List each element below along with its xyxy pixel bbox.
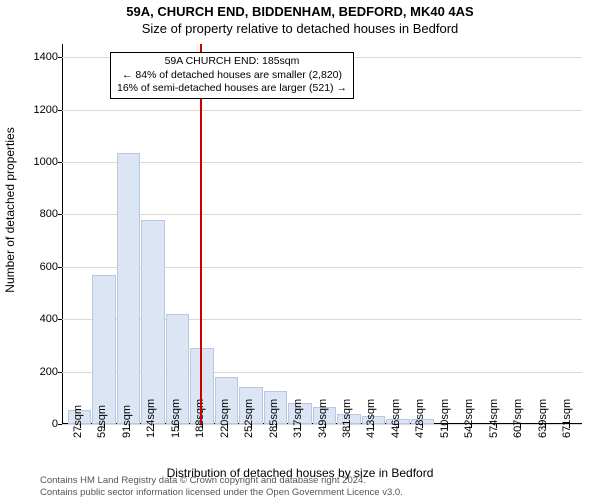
copyright-text: Contains HM Land Registry data © Crown c… [40, 475, 403, 498]
histogram-bar [92, 275, 115, 424]
annotation-line-3: 16% of semi-detached houses are larger (… [117, 82, 347, 96]
ytick-mark [58, 57, 62, 58]
ytick-label: 0 [18, 418, 58, 430]
ytick-mark [58, 424, 62, 425]
ytick-mark [58, 110, 62, 111]
ytick-mark [58, 319, 62, 320]
annotation-line-2: ← 84% of detached houses are smaller (2,… [117, 69, 347, 83]
chart-area: 020040060080010001200140027sqm59sqm91sqm… [62, 44, 582, 424]
ytick-label: 800 [18, 208, 58, 220]
ytick-label: 600 [18, 261, 58, 273]
y-axis-label: Number of detached properties [3, 127, 17, 292]
y-axis [62, 44, 63, 424]
histogram-bar [117, 153, 140, 424]
container: 59A, CHURCH END, BIDDENHAM, BEDFORD, MK4… [0, 0, 600, 500]
ytick-label: 1400 [18, 51, 58, 63]
copyright-line-1: Contains HM Land Registry data © Crown c… [40, 475, 403, 486]
ytick-label: 200 [18, 366, 58, 378]
ytick-mark [58, 267, 62, 268]
ytick-mark [58, 162, 62, 163]
property-marker-line [200, 44, 202, 424]
ytick-mark [58, 372, 62, 373]
ytick-mark [58, 214, 62, 215]
page-subtitle: Size of property relative to detached ho… [0, 19, 600, 36]
gridline [62, 110, 582, 111]
annotation-line-1: 59A CHURCH END: 185sqm [117, 55, 347, 69]
page-title: 59A, CHURCH END, BIDDENHAM, BEDFORD, MK4… [0, 0, 600, 19]
ytick-label: 1000 [18, 156, 58, 168]
histogram-bar [141, 220, 164, 424]
ytick-label: 1200 [18, 104, 58, 116]
ytick-label: 400 [18, 313, 58, 325]
histogram-plot: 020040060080010001200140027sqm59sqm91sqm… [62, 44, 582, 424]
annotation-box: 59A CHURCH END: 185sqm← 84% of detached … [110, 52, 354, 99]
copyright-line-2: Contains public sector information licen… [40, 487, 403, 498]
